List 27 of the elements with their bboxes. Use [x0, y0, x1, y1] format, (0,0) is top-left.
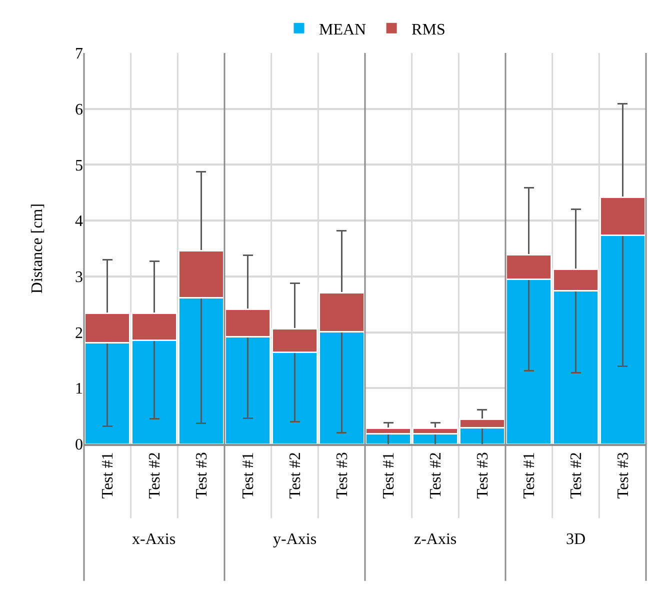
y-axis-title: Distance [cm]	[29, 203, 46, 294]
y-tick-label: 3	[75, 269, 83, 286]
x-tick-label: Test #1	[380, 452, 398, 499]
y-tick-label: 7	[75, 46, 83, 63]
text: y-Axis	[273, 531, 317, 548]
y-tick-label: 5	[75, 157, 83, 174]
x-tick-label: Test #2	[568, 452, 585, 499]
x-tick-label: Test #2	[427, 452, 444, 499]
x-tick-label: Test #1	[240, 452, 258, 499]
x-tick-label: Test #2	[286, 452, 304, 499]
x-tick-label: Test #2	[146, 452, 164, 499]
text: 3D	[566, 531, 586, 548]
y-tick-label: 6	[75, 101, 83, 118]
y-tick-label: 0	[75, 436, 83, 454]
y-tick-label: 2	[75, 324, 83, 342]
y-tick-label: 4	[75, 213, 83, 230]
text: z-Axis	[414, 531, 457, 548]
x-tick-label: Test #1	[521, 452, 538, 499]
y-tick-label: 1	[75, 380, 83, 398]
x-tick-label: Test #3	[334, 452, 351, 499]
x-tick-label: Test #3	[193, 452, 210, 499]
x-tick-label: Test #3	[474, 452, 492, 499]
x-tick-label: Test #3	[614, 452, 632, 499]
legend-label: RMS	[412, 21, 446, 38]
text: x-Axis	[132, 531, 176, 548]
x-tick-label: Test #1	[100, 452, 117, 499]
legend-label: MEAN	[319, 21, 367, 38]
